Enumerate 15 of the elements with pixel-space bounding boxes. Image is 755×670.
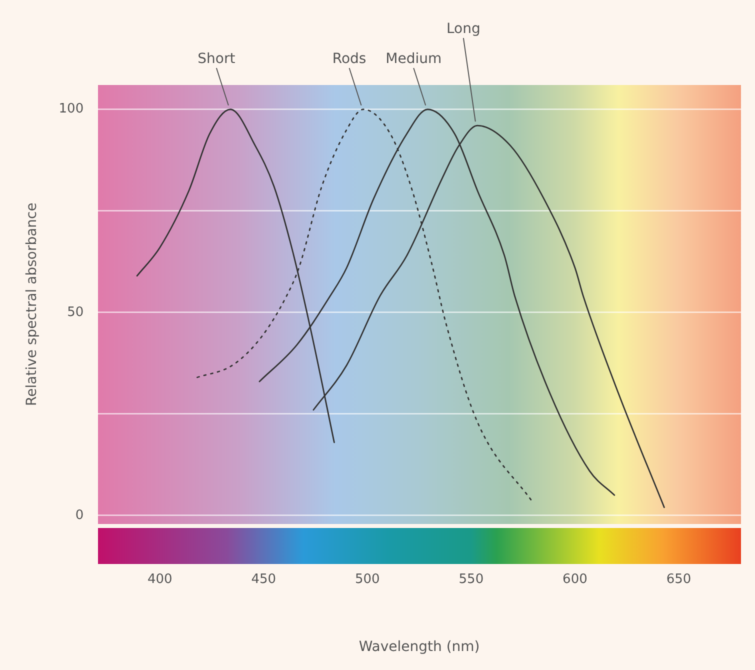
x-axis-title: Wavelength (nm) (358, 639, 480, 656)
text: Rods (332, 51, 366, 67)
y-axis-title: Relative spectral absorbance (24, 202, 40, 406)
y-tick-label: 0 (75, 508, 84, 523)
x-tick-label: 450 (251, 572, 276, 587)
x-tick-label: 600 (562, 572, 588, 587)
x-tick-label: 500 (355, 572, 380, 587)
x-tick-label: 400 (147, 572, 172, 587)
text: Long (446, 21, 480, 37)
x-tick-label: 650 (666, 572, 692, 587)
y-tick-label: 100 (58, 102, 84, 117)
text: Short (198, 51, 236, 67)
x-tick-label: 550 (458, 572, 484, 587)
y-tick-label: 50 (67, 304, 84, 320)
text: Medium (386, 51, 442, 67)
